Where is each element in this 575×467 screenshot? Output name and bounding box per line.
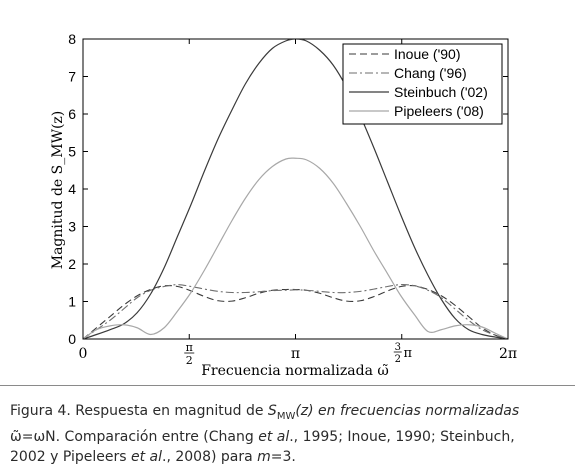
caption-subscript: MW <box>276 410 296 422</box>
caption-symbol-arg: (z) en frecuencias normalizadas <box>295 403 520 419</box>
x-tick-label: π <box>291 346 300 362</box>
figure-caption: Figura 4. Respuesta en magnitud de SMW(z… <box>10 401 570 467</box>
svg-text:2: 2 <box>186 354 193 367</box>
svg-text:π: π <box>186 341 193 354</box>
caption-divider <box>0 385 575 386</box>
legend-label-2: Chang ('96) <box>394 65 467 81</box>
legend-label-4: Pipeleers ('08) <box>394 103 484 119</box>
caption-etal: et al <box>258 428 290 445</box>
series-line-3 <box>83 39 508 339</box>
caption-symbol: S <box>267 403 277 419</box>
svg-text:2: 2 <box>395 354 401 365</box>
caption-text: Figura 4. Respuesta en magnitud de <box>10 403 268 419</box>
caption-text: 2002 y Pipeleers <box>10 448 131 465</box>
svg-text:π: π <box>403 346 412 361</box>
legend-label-1: Inoue ('90) <box>394 46 461 62</box>
x-axis-label: Frecuencia normalizada ω̃ <box>201 363 389 379</box>
caption-text: ω̃=ωN. Comparación entre (Chang <box>10 428 259 445</box>
y-axis-label: Magnitud de S_MW(z) <box>50 111 66 270</box>
y-tick-label: 0 <box>68 331 76 347</box>
x-tick-label: 32 π <box>393 342 412 365</box>
caption-etal: et al <box>130 448 162 465</box>
caption-text: ., 2008) para <box>162 448 258 465</box>
x-tick-label: π2 <box>184 341 195 367</box>
svg-text:3: 3 <box>395 342 401 353</box>
caption-m: m <box>257 448 271 465</box>
legend: Inoue ('90) Chang ('96) Steinbuch ('02) Pip… <box>342 43 503 125</box>
y-tick-label: 1 <box>68 294 76 310</box>
series-layer <box>83 39 508 339</box>
series-line-4 <box>83 157 508 339</box>
legend-label-3: Steinbuch ('02) <box>394 84 488 100</box>
caption-text: =3. <box>270 448 296 465</box>
x-tick-label: 2π <box>499 346 517 362</box>
x-tick-label: 0 <box>79 346 88 362</box>
caption-text: ., 1995; Inoue, 1990; Steinbuch, <box>289 428 515 445</box>
y-tick-label: 8 <box>68 31 76 47</box>
y-tick-label: 2 <box>68 256 76 272</box>
series-line-2 <box>83 284 508 339</box>
y-tick-label: 6 <box>68 106 76 122</box>
y-tick-label: 4 <box>68 181 76 197</box>
y-tick-label: 3 <box>68 219 76 235</box>
y-tick-label: 7 <box>68 69 76 85</box>
y-tick-label: 5 <box>68 144 76 160</box>
